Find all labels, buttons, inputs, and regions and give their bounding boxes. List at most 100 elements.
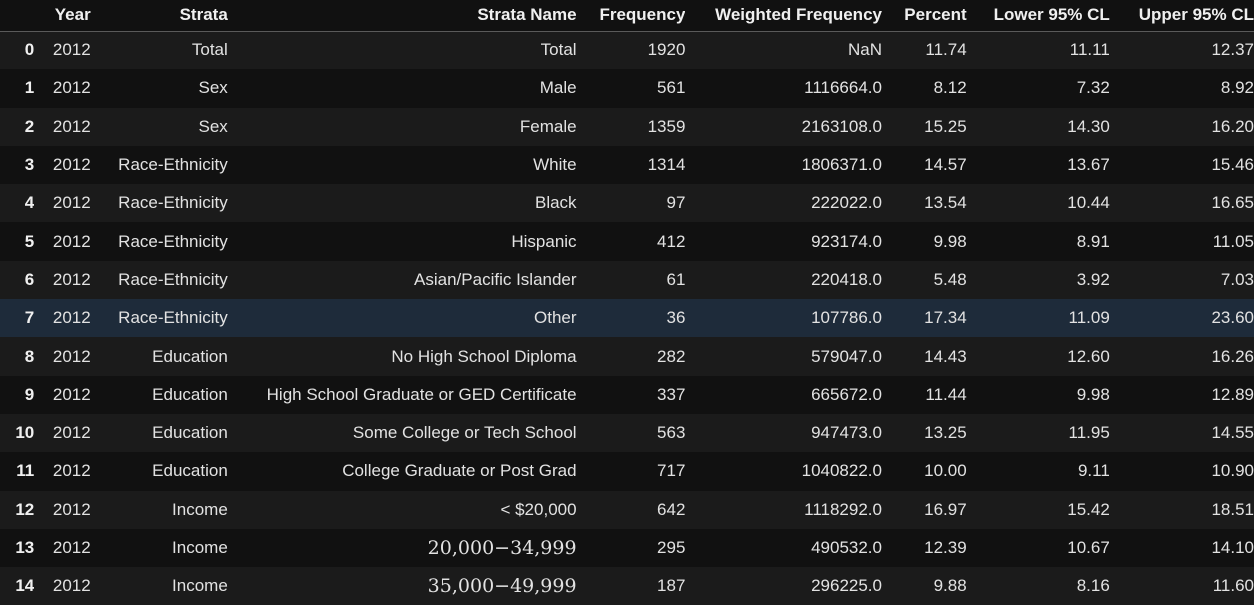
- cell-frequency: 295: [657, 538, 686, 557]
- cell-weighted-frequency: 1040822.0: [801, 461, 882, 481]
- cell-strata: Education: [152, 423, 228, 443]
- cell-strata-name: High School Graduate or GED Certificate: [266, 384, 577, 404]
- cell-strata: Race-Ethnicity: [118, 155, 228, 175]
- cell-strata-name: Male: [539, 78, 577, 98]
- cell-percent: 17.34: [924, 308, 967, 328]
- cell-strata-name: Some College or Tech School: [352, 423, 577, 443]
- table-row: 11 2012 Education College Graduate or Post …: [0, 452, 1254, 491]
- header-upper-cl: Upper 95% CL: [1138, 5, 1254, 25]
- cell-upper-cl: 16.65: [1211, 193, 1254, 213]
- row-index: 2: [24, 116, 35, 136]
- cell-lower-cl: 10.67: [1067, 538, 1110, 557]
- cell-strata: Total: [191, 40, 228, 60]
- cell-lower-cl: 9.11: [1077, 461, 1110, 481]
- cell-upper-cl: 10.90: [1211, 461, 1254, 481]
- cell-strata: Income: [172, 499, 228, 519]
- cell-strata: Sex: [198, 116, 228, 136]
- cell-percent: 14.43: [924, 346, 967, 366]
- cell-year: 2012: [52, 231, 91, 251]
- cell-strata-name: Asian/Pacific Islander: [414, 269, 577, 289]
- table-row: 8 2012 Education No High School Diploma 282 5…: [0, 337, 1254, 376]
- cell-frequency: 97: [666, 193, 686, 213]
- header-year: Year: [54, 5, 91, 25]
- cell-weighted-frequency: 1118292.0: [804, 499, 882, 519]
- cell-strata: Income: [172, 576, 228, 596]
- row-index: 0: [24, 40, 35, 60]
- cell-weighted-frequency: 490532.0: [811, 538, 882, 557]
- header-lower-cl: Lower 95% CL: [993, 5, 1110, 25]
- cell-year: 2012: [52, 116, 91, 136]
- cell-strata-name: Female: [519, 116, 577, 136]
- header-frequency: Frequency: [599, 5, 686, 25]
- cell-weighted-frequency: 947473.0: [811, 423, 882, 443]
- row-index: 5: [24, 231, 35, 251]
- cell-percent: 12.39: [924, 538, 967, 557]
- row-index: 7: [24, 308, 35, 328]
- cell-upper-cl: 15.46: [1211, 155, 1254, 175]
- cell-percent: 11.74: [925, 40, 967, 60]
- cell-frequency: 1920: [647, 40, 686, 60]
- cell-strata-name: No High School Diploma: [391, 346, 577, 366]
- cell-percent: 14.57: [924, 155, 967, 175]
- cell-upper-cl: 14.55: [1211, 423, 1254, 443]
- row-index: 1: [24, 78, 35, 98]
- cell-lower-cl: 8.91: [1076, 231, 1110, 251]
- table-row: 13 2012 Income 20,000−34,999 295 490532.0 12.3…: [0, 528, 1254, 568]
- cell-year: 2012: [52, 346, 91, 366]
- table-row: 12 2012 Income < $20,000 642 1118292.0 16.97 15…: [0, 490, 1254, 529]
- cell-upper-cl: 18.51: [1211, 499, 1254, 519]
- cell-lower-cl: 10.44: [1067, 193, 1110, 213]
- cell-percent: 16.97: [924, 499, 967, 519]
- row-index: 6: [24, 269, 35, 289]
- cell-frequency: 717: [657, 461, 686, 481]
- cell-lower-cl: 7.32: [1076, 78, 1110, 98]
- cell-strata-name: Other: [534, 308, 577, 328]
- header-index: [0, 0, 34, 31]
- header-strata-name: Strata Name: [477, 5, 577, 25]
- cell-strata: Race-Ethnicity: [118, 193, 228, 213]
- cell-frequency: 337: [657, 384, 686, 404]
- table-row: 2 2012 Sex Female 1359 2163108.0 15.25 14.30 16.…: [0, 107, 1254, 146]
- cell-lower-cl: 11.09: [1068, 308, 1110, 328]
- table-row: 6 2012 Race-Ethnicity Asian/Pacific Islande…: [0, 260, 1254, 300]
- table-row: 10 2012 Education Some College or Tech Scho…: [0, 413, 1254, 453]
- cell-strata-name: Total: [540, 40, 577, 60]
- cell-strata-name: Hispanic: [511, 231, 577, 251]
- cell-strata-name: White: [533, 155, 577, 175]
- cell-strata: Sex: [198, 78, 228, 98]
- table-row: 4 2012 Race-Ethnicity Black 97 222022.0 13.54 1…: [0, 184, 1254, 223]
- cell-strata: Race-Ethnicity: [118, 231, 228, 251]
- cell-weighted-frequency: 220418.0: [811, 269, 882, 289]
- cell-year: 2012: [52, 40, 91, 60]
- cell-year: 2012: [52, 384, 91, 404]
- cell-upper-cl: 11.05: [1212, 231, 1254, 251]
- cell-upper-cl: 16.26: [1211, 346, 1254, 366]
- cell-frequency: 642: [657, 499, 686, 519]
- cell-strata: Education: [152, 461, 228, 481]
- cell-strata: Education: [152, 384, 228, 404]
- table-header: Year Strata Strata Name Frequency Weight…: [0, 0, 1254, 31]
- cell-weighted-frequency: 579047.0: [811, 346, 882, 366]
- row-index: 8: [24, 346, 35, 366]
- cell-upper-cl: 7.03: [1220, 269, 1254, 289]
- table-row: 7 2012 Race-Ethnicity Other 36 107786.0 17.34 1…: [0, 299, 1254, 338]
- cell-strata: Race-Ethnicity: [118, 308, 228, 328]
- cell-lower-cl: 3.92: [1076, 269, 1110, 289]
- cell-upper-cl: 8.92: [1220, 78, 1254, 98]
- cell-upper-cl: 11.60: [1212, 576, 1254, 596]
- cell-year: 2012: [52, 576, 91, 596]
- cell-strata-name: 20,000−34,999: [427, 537, 577, 559]
- cell-year: 2012: [52, 499, 91, 519]
- cell-frequency: 563: [657, 423, 686, 443]
- cell-year: 2012: [52, 538, 91, 557]
- cell-weighted-frequency: 107786.0: [811, 308, 882, 328]
- cell-weighted-frequency: 665672.0: [811, 384, 882, 404]
- cell-year: 2012: [52, 78, 91, 98]
- cell-percent: 8.12: [933, 78, 967, 98]
- cell-frequency: 1314: [647, 155, 686, 175]
- table-row: 3 2012 Race-Ethnicity White 1314 1806371.0 14.…: [0, 145, 1254, 185]
- cell-strata-name: College Graduate or Post Grad: [342, 461, 577, 481]
- cell-year: 2012: [52, 155, 91, 175]
- cell-frequency: 282: [657, 346, 686, 366]
